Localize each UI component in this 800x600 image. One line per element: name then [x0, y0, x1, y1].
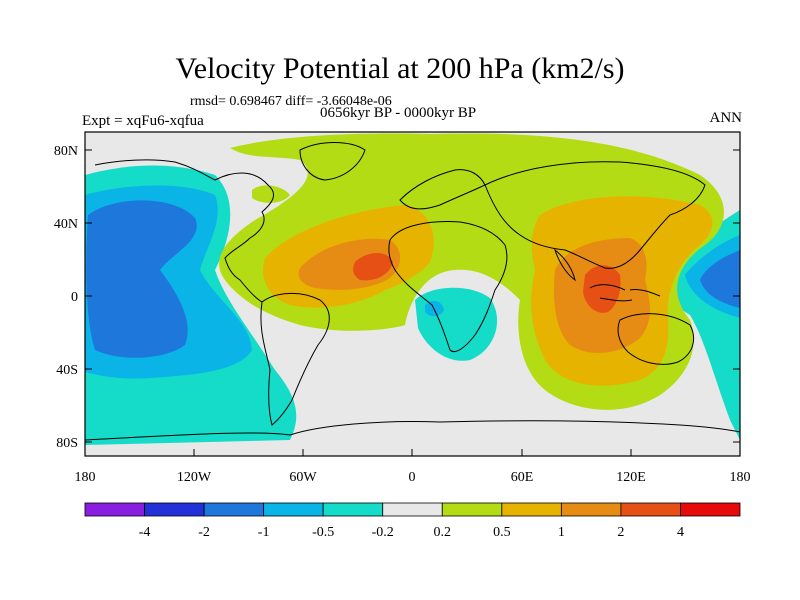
lon-tick-label: 60E: [511, 470, 534, 485]
colorbar-swatch: [322, 502, 384, 517]
negative-region-east-core: [700, 250, 740, 308]
experiment-label: Expt = xqFu6-xqfua: [82, 113, 204, 129]
map-title: Velocity Potential at 200 hPa (km2/s): [175, 52, 625, 85]
colorbar-label: 2: [617, 525, 624, 540]
colorbar-swatch: [620, 502, 681, 517]
stats-line: rmsd= 0.698467 diff= -3.66048e-06: [190, 94, 392, 109]
colorbar-label: 1: [558, 525, 565, 540]
coast-india: [553, 248, 576, 282]
lat-tick-label: 80S: [56, 436, 78, 451]
colorbar-label: -0.5: [312, 525, 334, 540]
colorbar-swatch: [144, 502, 205, 517]
period-label: 0656kyr BP - 0000kyr BP: [320, 105, 477, 121]
lon-tick-label: 120E: [616, 470, 646, 485]
negative-region-pacific-core: [86, 200, 197, 358]
season-label: ANN: [709, 110, 743, 126]
positive-patch-north: [252, 185, 290, 203]
lon-axis: 180 120W 60W 0 60E 120E 180: [75, 449, 751, 485]
colorbar: -4 -2 -1 -0.5 -0.2 0.2 0.5 1 2 4: [84, 502, 741, 540]
lat-tick-label: 80N: [54, 144, 78, 159]
coast-indonesia: [589, 284, 661, 302]
lon-tick-label: 180: [75, 470, 96, 485]
lat-tick-label: 0: [71, 290, 78, 305]
coast-australia: [617, 313, 694, 365]
colorbar-swatch: [680, 502, 741, 517]
colorbar-swatch: [501, 502, 562, 517]
colorbar-swatch: [263, 502, 324, 517]
negative-region-africa-inner: [425, 300, 444, 317]
colorbar-swatch: [382, 502, 443, 517]
lat-tick-label: 40N: [54, 217, 78, 232]
lat-tick-label: 40S: [56, 363, 78, 378]
coast-north-america: [94, 159, 274, 303]
coast-south-america: [260, 293, 330, 426]
coast-greenland: [299, 142, 366, 181]
colorbar-label: 0.2: [434, 525, 452, 540]
colorbar-label: -2: [198, 525, 210, 540]
colorbar-label: 4: [677, 525, 684, 540]
lon-tick-label: 60W: [289, 470, 317, 485]
lon-tick-label: 120W: [177, 470, 212, 485]
colorbar-label: -4: [139, 525, 151, 540]
colorbar-swatch: [441, 502, 503, 517]
contour-field: [85, 132, 740, 456]
lat-axis: 80N 40N 0 40S 80S: [54, 144, 740, 451]
colorbar-swatch: [84, 502, 145, 517]
coast-asia: [484, 161, 706, 269]
coast-antarctica: [85, 420, 740, 441]
lon-tick-label: 180: [730, 470, 751, 485]
colorbar-swatch: [203, 502, 265, 517]
coast-africa: [388, 221, 508, 353]
colorbar-label: -1: [258, 525, 270, 540]
positive-region-2: [353, 253, 621, 313]
colorbar-label: -0.2: [372, 525, 394, 540]
coastlines: [85, 142, 740, 441]
lon-tick-label: 0: [409, 470, 416, 485]
colorbar-label: 0.5: [493, 525, 511, 540]
colorbar-swatch: [560, 502, 622, 517]
